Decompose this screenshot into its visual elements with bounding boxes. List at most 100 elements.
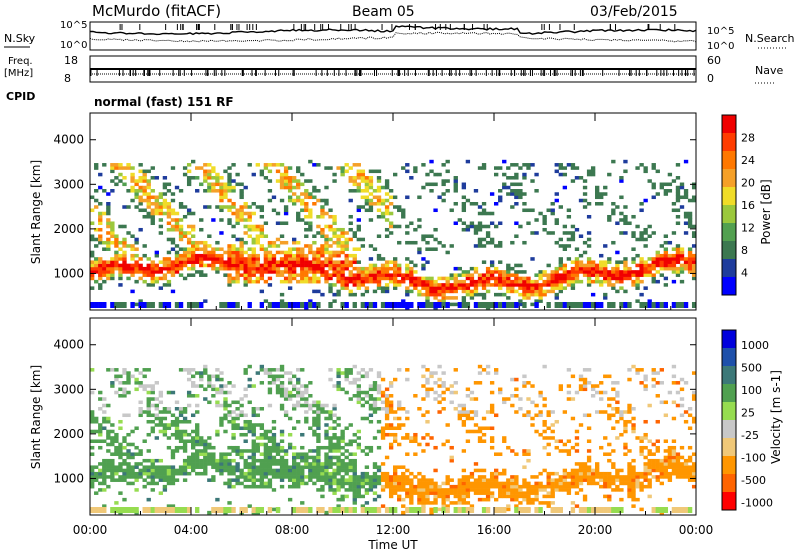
ground-scatter-cell — [384, 302, 390, 308]
heatmap-cell — [376, 169, 382, 174]
heatmap-cell — [619, 260, 624, 264]
heatmap-cell — [631, 231, 636, 235]
heatmap-cell — [599, 445, 604, 450]
heatmap-cell — [142, 478, 147, 482]
heatmap-cell — [477, 211, 483, 216]
heatmap-cell — [227, 182, 232, 187]
heatmap-cell — [615, 484, 620, 489]
heatmap-cell — [231, 201, 236, 206]
heatmap-cell — [98, 462, 103, 466]
heatmap-cell — [518, 283, 523, 287]
ground-scatter-cell — [142, 302, 147, 308]
heatmap-cell — [356, 189, 361, 193]
heatmap-cell — [542, 436, 547, 440]
heatmap-cell — [502, 273, 507, 277]
heatmap-cell — [211, 445, 216, 450]
heatmap-cell — [154, 471, 159, 476]
heatmap-cell — [538, 394, 543, 398]
heatmap-cell — [316, 214, 321, 219]
heatmap-cell — [259, 276, 265, 281]
heatmap-cell — [114, 240, 119, 245]
heatmap-cell — [655, 465, 660, 469]
heatmap-cell — [178, 465, 184, 469]
heatmap-cell — [275, 250, 281, 255]
heatmap-cell — [267, 484, 273, 489]
heatmap-cell — [263, 481, 269, 486]
heatmap-cell — [659, 244, 664, 248]
ground-scatter-cell — [227, 302, 232, 308]
ground-scatter-cell — [296, 507, 301, 513]
heatmap-cell — [227, 166, 232, 170]
heatmap-cell — [247, 426, 252, 431]
heatmap-cell — [691, 468, 697, 473]
ground-scatter-cell — [118, 302, 123, 308]
heatmap-cell — [449, 501, 454, 505]
heatmap-cell — [510, 394, 515, 398]
heatmap-cell — [340, 484, 345, 489]
heatmap-cell — [243, 224, 248, 229]
heatmap-cell — [481, 488, 487, 492]
heatmap-cell — [558, 244, 563, 248]
heatmap-cell — [441, 442, 446, 447]
heatmap-cell — [174, 250, 180, 255]
heatmap-cell — [340, 270, 345, 274]
heatmap-cell — [170, 227, 176, 232]
heatmap-cell — [582, 468, 588, 473]
heatmap-cell — [292, 455, 297, 460]
ground-scatter-cell — [227, 507, 232, 513]
heatmap-cell — [106, 211, 111, 216]
heatmap-cell — [550, 273, 555, 277]
heatmap-cell — [639, 484, 644, 489]
heatmap-cell — [259, 270, 265, 274]
station-title: McMurdo (fitACF) — [92, 2, 221, 20]
heatmap-cell — [679, 462, 685, 466]
heatmap-cell — [332, 384, 337, 388]
heatmap-cell — [118, 442, 123, 447]
heatmap-cell — [243, 205, 248, 209]
heatmap-cell — [219, 189, 224, 193]
heatmap-cell — [679, 387, 685, 392]
heatmap-cell — [186, 253, 192, 258]
heatmap-cell — [631, 279, 636, 284]
heatmap-cell — [336, 416, 341, 421]
heatmap-cell — [122, 475, 127, 479]
heatmap-cell — [271, 475, 277, 479]
heatmap-cell — [219, 263, 224, 268]
heatmap-cell — [348, 481, 353, 486]
heatmap-cell — [211, 266, 216, 271]
heatmap-cell — [526, 481, 531, 486]
heatmap-cell — [687, 270, 693, 274]
heatmap-cell — [267, 250, 273, 255]
heatmap-cell — [118, 452, 123, 456]
heatmap-cell — [457, 488, 462, 492]
ground-scatter-cell — [231, 302, 236, 308]
heatmap-cell — [102, 410, 107, 414]
heatmap-cell — [296, 390, 301, 395]
heatmap-cell — [255, 227, 260, 232]
heatmap-cell — [663, 439, 669, 443]
heatmap-cell — [90, 263, 95, 268]
heatmap-cell — [433, 397, 438, 401]
heatmap-cell — [465, 491, 471, 495]
heatmap-cell — [554, 419, 559, 424]
colorbar-swatch — [722, 384, 736, 402]
heatmap-cell — [683, 231, 689, 235]
heatmap-cell — [437, 491, 442, 495]
heatmap-cell — [607, 475, 612, 479]
heatmap-cell — [328, 445, 333, 450]
ground-scatter-cell — [623, 302, 628, 308]
heatmap-cell — [691, 185, 697, 190]
heatmap-cell — [401, 406, 406, 411]
heatmap-cell — [599, 410, 604, 414]
heatmap-cell — [611, 208, 616, 213]
heatmap-cell — [251, 227, 256, 232]
heatmap-cell — [360, 390, 366, 395]
heatmap-cell — [223, 250, 228, 255]
heatmap-cell — [546, 436, 551, 440]
heatmap-cell — [388, 410, 394, 414]
ground-scatter-cell — [433, 302, 438, 308]
heatmap-cell — [627, 488, 632, 492]
heatmap-cell — [186, 455, 192, 460]
heatmap-cell — [275, 449, 281, 453]
heatmap-cell — [437, 484, 442, 489]
